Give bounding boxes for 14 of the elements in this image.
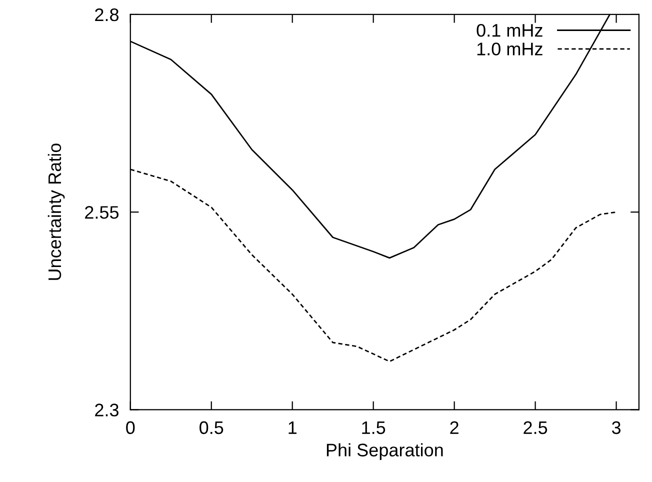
x-tick-label: 0.5 (200, 421, 224, 434)
y-axis-title: Uncertainty Ratio (48, 144, 65, 280)
x-tick-label: 1 (288, 421, 296, 434)
y-tick-label: 2.3 (95, 404, 118, 416)
y-tick-label: 2.8 (95, 8, 119, 22)
x-tick-label: 2.5 (524, 421, 548, 434)
legend-label: 0.1 mHz (476, 24, 542, 37)
x-tick-label: 0 (126, 421, 135, 434)
x-tick-label: 3 (612, 421, 621, 434)
y-tick-label: 2.55 (85, 206, 119, 219)
legend-label: 1.0 mHz (477, 42, 542, 56)
x-tick-label: 1.5 (362, 421, 386, 434)
x-tick-label: 2 (450, 421, 458, 434)
x-axis-title: Phi Separation (326, 443, 443, 460)
